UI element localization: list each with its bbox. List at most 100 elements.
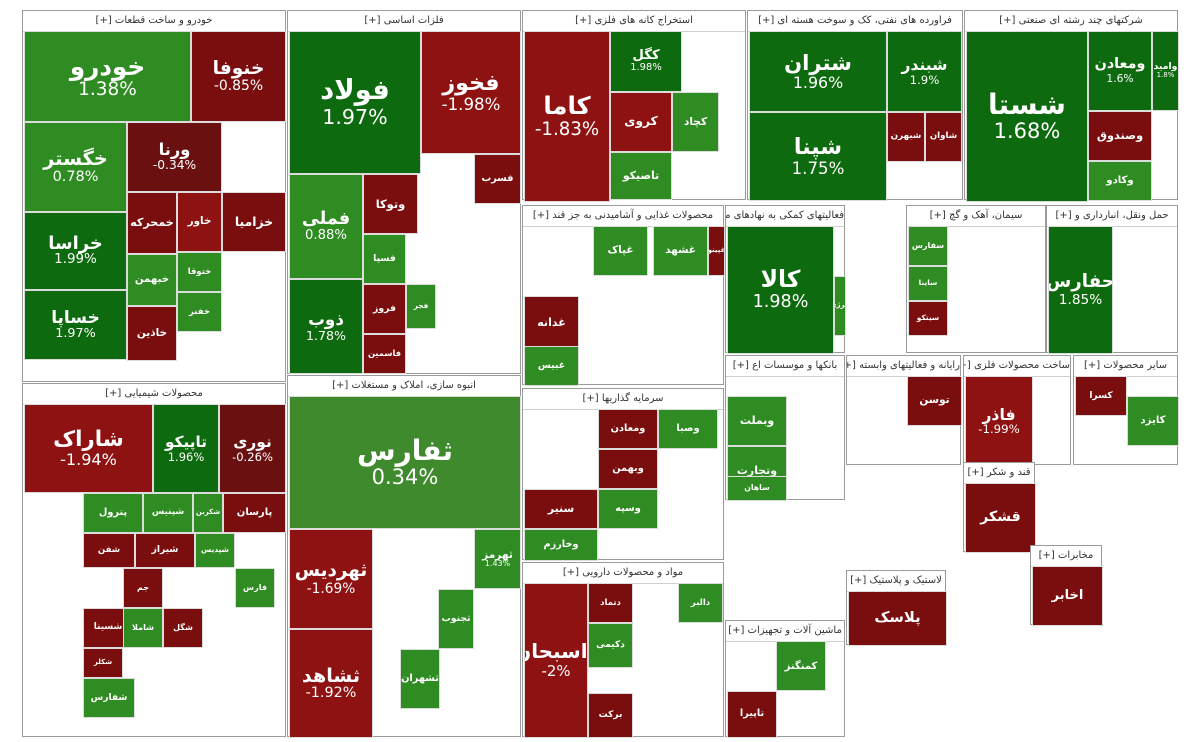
tile-خاذین[interactable]: خاذین: [127, 306, 177, 361]
tile-کایزد[interactable]: کایزد: [1127, 396, 1179, 446]
tile-ثجنوب[interactable]: ثجنوب: [438, 589, 474, 649]
sector-header[interactable]: محصولات شیمیایی [+]: [23, 384, 285, 405]
tile-ثفارس[interactable]: ثفارس 0.34%: [289, 396, 521, 529]
tile-وسپه[interactable]: وسپه: [598, 489, 658, 529]
tile-کسرا[interactable]: کسرا: [1075, 376, 1127, 416]
tile-برکت[interactable]: برکت: [588, 693, 633, 738]
tile-فاسمین[interactable]: فاسمین: [363, 334, 406, 374]
sector-header[interactable]: فعالیتهای کمکی به نهادهای مالی واسط [+]: [726, 206, 844, 227]
tile-شاراک[interactable]: شاراک -1.94%: [24, 404, 153, 493]
sector-header[interactable]: مخابرات [+]: [1031, 546, 1101, 567]
tile-پارسان[interactable]: پارسان: [223, 493, 286, 533]
sector-header[interactable]: استخراج کانه های فلزی [+]: [523, 11, 745, 32]
tile-غدانه[interactable]: غدانه: [524, 296, 579, 351]
tile-کمنگنز[interactable]: کمنگنز: [776, 641, 826, 691]
tile-وامید[interactable]: وامید 1.8%: [1152, 31, 1179, 111]
sector-header[interactable]: قند و شکر [+]: [964, 463, 1034, 484]
tile-نوری[interactable]: نوری -0.26%: [219, 404, 286, 493]
tile-ومعادن[interactable]: ومعادن: [598, 409, 658, 449]
tile-وصندوق[interactable]: وصندوق: [1088, 111, 1152, 161]
tile-خراسا[interactable]: خراسا 1.99%: [24, 212, 127, 290]
tile-شپدیس[interactable]: شپدیس: [195, 533, 235, 568]
tile-شفن[interactable]: شفن: [83, 533, 135, 568]
tile-جم[interactable]: جم: [123, 568, 163, 608]
tile-شیراز[interactable]: شیراز: [135, 533, 195, 568]
tile-حفارس[interactable]: حفارس 1.85%: [1048, 226, 1113, 354]
tile-ورنا[interactable]: ورنا -0.34%: [127, 122, 222, 192]
tile-سنیر[interactable]: سنیر: [524, 489, 598, 529]
sector-header[interactable]: لاستیک و پلاستیک [+]: [847, 571, 945, 592]
tile-شستا[interactable]: شستا 1.68%: [966, 31, 1088, 202]
tile-خودرو[interactable]: خودرو 1.38%: [24, 31, 191, 122]
tile-فاذر[interactable]: فاذر -1.99%: [965, 376, 1033, 466]
tile-فارس[interactable]: فارس: [235, 568, 275, 608]
tile-کچاد[interactable]: کچاد: [672, 92, 719, 152]
tile-ثهردیس[interactable]: ثهردیس -1.69%: [289, 529, 373, 629]
tile-فسرب[interactable]: فسرب: [474, 154, 521, 204]
sector-header[interactable]: ماشین آلات و تجهیزات [+]: [726, 621, 844, 642]
tile-توسن[interactable]: توسن: [907, 376, 962, 426]
tile-ختوقا[interactable]: ختوقا: [177, 252, 222, 292]
tile-ثشهران[interactable]: ثشهران: [400, 649, 440, 709]
tile-ثشاهد[interactable]: ثشاهد -1.92%: [289, 629, 373, 738]
tile-ذوب[interactable]: ذوب 1.78%: [289, 279, 363, 374]
tile-وخارزم[interactable]: وخارزم: [524, 529, 598, 561]
tile-کاما[interactable]: کاما -1.83%: [524, 31, 610, 202]
sector-header[interactable]: رایانه و فعالیتهای وابسته [+]: [847, 356, 960, 377]
tile-غشهد[interactable]: غشهد: [653, 226, 708, 276]
tile-وتوکا[interactable]: وتوکا: [363, 174, 418, 234]
sector-header[interactable]: سرمایه گذاریها [+]: [523, 389, 723, 410]
tile-خساپا[interactable]: خساپا 1.97%: [24, 290, 127, 360]
sector-header[interactable]: بانکها و موسسات اع [+]: [726, 356, 844, 377]
tile-فسپا[interactable]: فسپا: [363, 234, 406, 284]
tile-شبندر[interactable]: شبندر 1.9%: [887, 31, 962, 112]
tile-تاپیکو[interactable]: تاپیکو 1.96%: [153, 404, 219, 493]
tile-دتماد[interactable]: دتماد: [588, 583, 633, 623]
tile-دالبر[interactable]: دالبر: [678, 583, 723, 623]
tile-وکادو[interactable]: وکادو: [1088, 161, 1152, 201]
tile-ساینا[interactable]: ساینا: [908, 266, 948, 301]
tile-قشکر[interactable]: قشکر: [965, 483, 1036, 553]
tile-تاصیکو[interactable]: تاصیکو: [610, 152, 672, 200]
tile-شکربن[interactable]: شکربن: [193, 493, 223, 533]
sector-header[interactable]: حمل ونقل، انبارداری و [+]: [1047, 206, 1177, 227]
tile-کالا[interactable]: کالا 1.98%: [727, 226, 834, 354]
tile-غپینو[interactable]: غپینو: [708, 226, 725, 276]
tile-سیتکو[interactable]: سیتکو: [908, 301, 948, 336]
tile-شاملا[interactable]: شاملا: [123, 608, 163, 648]
sector-header[interactable]: شرکتهای چند رشته ای صنعتی [+]: [965, 11, 1177, 32]
tile-وصبا[interactable]: وصبا: [658, 409, 718, 449]
tile-اخابر[interactable]: اخابر: [1032, 566, 1103, 626]
tile-شتران[interactable]: شتران 1.96%: [749, 31, 887, 112]
sector-header[interactable]: خودرو و ساخت قطعات [+]: [23, 11, 285, 32]
sector-header[interactable]: فراورده های نفتی، کک و سوخت هسته ای [+]: [748, 11, 962, 32]
tile-خگستر[interactable]: خگستر 0.78%: [24, 122, 127, 212]
tile-فجر[interactable]: فجر: [406, 284, 436, 329]
tile-شگل[interactable]: شگل: [163, 608, 203, 648]
tile-فروز[interactable]: فروز: [363, 284, 406, 334]
sector-header[interactable]: سیمان، آهک و گچ [+]: [907, 206, 1045, 227]
tile-خبهمن[interactable]: خبهمن: [127, 254, 177, 306]
sector-header[interactable]: سایر محصولات [+]: [1074, 356, 1177, 377]
tile-کگل[interactable]: کگل 1.98%: [610, 31, 682, 92]
tile-خمحرکه[interactable]: خمحرکه: [127, 192, 177, 254]
tile-ساهان[interactable]: ساهان: [727, 476, 787, 501]
tile-داسبحان[interactable]: داسبحان-2%: [524, 583, 588, 738]
tile-شپنا[interactable]: شپنا 1.75%: [749, 112, 887, 201]
tile-فملی[interactable]: فملی 0.88%: [289, 174, 363, 279]
tile-پترول[interactable]: پترول: [83, 493, 143, 533]
tile-ومعادن[interactable]: ومعادن 1.6%: [1088, 31, 1152, 111]
tile-خنوفا[interactable]: خنوفا -0.85%: [191, 31, 286, 122]
tile-غبیس[interactable]: غبیس: [524, 346, 579, 386]
tile-پلاسک[interactable]: پلاسک: [848, 591, 947, 646]
tile-خفنر[interactable]: خفنر: [177, 292, 222, 332]
tile-انرژی[interactable]: انرژی: [834, 276, 846, 336]
tile-کروی[interactable]: کروی: [610, 92, 672, 152]
tile-فخوز[interactable]: فخوز -1.98%: [421, 31, 521, 154]
sector-header[interactable]: ساخت محصولات فلزی [+]: [964, 356, 1070, 377]
tile-شفارس[interactable]: شفارس: [83, 678, 135, 718]
tile-ثهرمز[interactable]: ثهرمز 1.43%: [474, 529, 521, 589]
tile-شبهرن[interactable]: شبهرن: [887, 112, 925, 162]
sector-header[interactable]: فلزات اساسی [+]: [288, 11, 520, 32]
sector-header[interactable]: انبوه سازی، املاک و مستغلات [+]: [288, 376, 520, 397]
